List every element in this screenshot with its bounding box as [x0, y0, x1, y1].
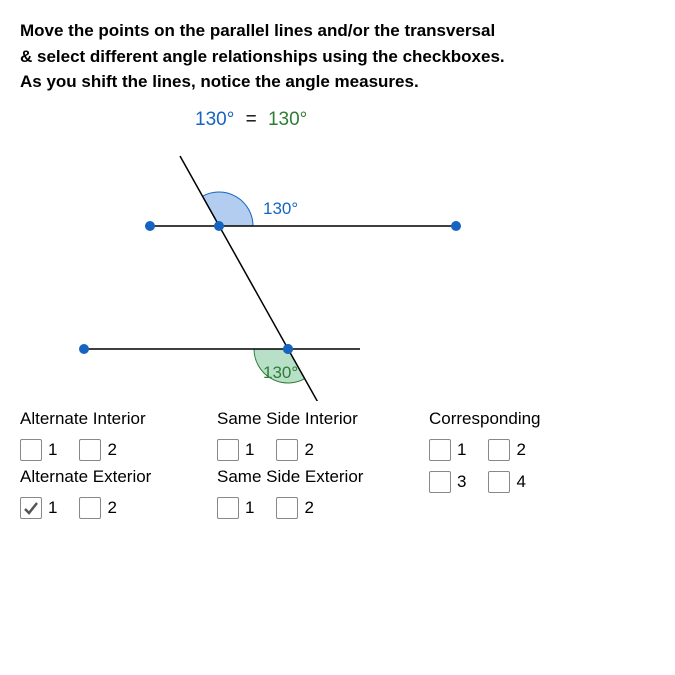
row-ss-exterior: 1 2 [217, 497, 417, 519]
cb-corr-3[interactable] [429, 471, 451, 493]
num-corr-2: 2 [516, 440, 525, 460]
angle-equation: 130° = 130° [20, 109, 655, 131]
equation-left: 130° [195, 109, 234, 130]
row-ss-interior: 1 2 [217, 439, 417, 461]
svg-text:130°: 130° [263, 363, 298, 382]
column-alternate: Alternate Interior 1 2 Alternate Exterio… [20, 409, 205, 525]
num-alt-int-1: 1 [48, 440, 57, 460]
num-alt-ext-2: 2 [107, 498, 116, 518]
cb-alt-int-2[interactable] [79, 439, 101, 461]
row-corr-2: 3 4 [429, 471, 609, 493]
cb-corr-2[interactable] [488, 439, 510, 461]
row-alt-exterior: 1 2 [20, 497, 205, 519]
diagram-container: 130° 130° [20, 131, 655, 401]
row-corr-1: 1 2 [429, 439, 609, 461]
controls-grid: Alternate Interior 1 2 Alternate Exterio… [20, 409, 655, 525]
label-alt-exterior: Alternate Exterior [20, 467, 205, 487]
instruction-line-1: Move the points on the parallel lines an… [20, 21, 495, 40]
label-alt-interior: Alternate Interior [20, 409, 205, 429]
label-ss-exterior: Same Side Exterior [217, 467, 417, 487]
svg-text:130°: 130° [263, 199, 298, 218]
num-ss-ext-1: 1 [245, 498, 254, 518]
column-same-side: Same Side Interior 1 2 Same Side Exterio… [217, 409, 417, 525]
cb-ss-int-2[interactable] [276, 439, 298, 461]
cb-alt-ext-2[interactable] [79, 497, 101, 519]
cb-corr-1[interactable] [429, 439, 451, 461]
cb-ss-ext-1[interactable] [217, 497, 239, 519]
num-alt-ext-1: 1 [48, 498, 57, 518]
instruction-line-2: & select different angle relationships u… [20, 47, 505, 66]
column-corresponding: Corresponding 1 2 3 4 [429, 409, 609, 525]
num-ss-int-1: 1 [245, 440, 254, 460]
num-alt-int-2: 2 [107, 440, 116, 460]
num-corr-1: 1 [457, 440, 466, 460]
instructions: Move the points on the parallel lines an… [20, 18, 655, 95]
num-corr-3: 3 [457, 472, 466, 492]
cb-alt-ext-1[interactable] [20, 497, 42, 519]
parallel-lines-diagram[interactable]: 130° 130° [20, 131, 520, 401]
label-ss-interior: Same Side Interior [217, 409, 417, 429]
equation-right: 130° [268, 109, 307, 130]
instruction-line-3: As you shift the lines, notice the angle… [20, 72, 419, 91]
num-ss-ext-2: 2 [304, 498, 313, 518]
cb-alt-int-1[interactable] [20, 439, 42, 461]
cb-ss-ext-2[interactable] [276, 497, 298, 519]
cb-corr-4[interactable] [488, 471, 510, 493]
label-corresponding: Corresponding [429, 409, 609, 429]
equation-equals: = [246, 109, 257, 130]
row-alt-interior: 1 2 [20, 439, 205, 461]
num-corr-4: 4 [516, 472, 525, 492]
num-ss-int-2: 2 [304, 440, 313, 460]
cb-ss-int-1[interactable] [217, 439, 239, 461]
